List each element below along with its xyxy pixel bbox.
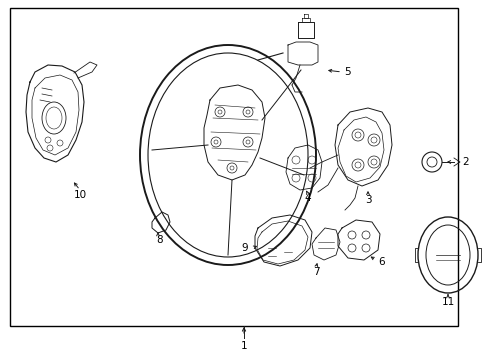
Text: 8: 8 — [156, 235, 163, 245]
Bar — [10, 8, 457, 326]
Text: 7: 7 — [312, 267, 319, 277]
Text: 11: 11 — [441, 297, 454, 307]
Text: 10: 10 — [73, 190, 86, 200]
Text: 3: 3 — [364, 195, 370, 205]
Text: 9: 9 — [241, 243, 247, 253]
Text: 4: 4 — [304, 193, 311, 203]
Text: 6: 6 — [377, 257, 384, 267]
Text: 1: 1 — [240, 341, 247, 351]
Text: 5: 5 — [343, 67, 350, 77]
Text: 2: 2 — [461, 157, 468, 167]
